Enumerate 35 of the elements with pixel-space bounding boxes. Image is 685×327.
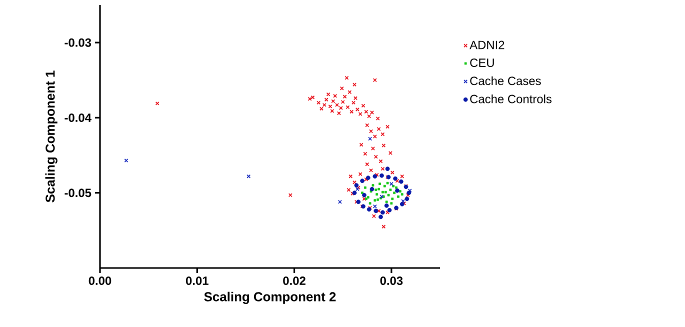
x-tick-label: 0.02 (283, 276, 306, 285)
y-tick-label: -0.04 (64, 113, 92, 122)
point (372, 204, 377, 208)
y-tick-label: -0.03 (64, 38, 92, 47)
x-tick-label: 0.03 (380, 276, 403, 285)
point (400, 202, 404, 206)
point (362, 192, 366, 198)
point (404, 196, 410, 202)
point (406, 190, 412, 196)
point (387, 208, 392, 212)
point (370, 186, 374, 192)
legend-label: ADNI2 (470, 40, 504, 50)
y-axis-title: Scaling Component 1 (45, 70, 58, 202)
point (378, 214, 383, 220)
point (380, 173, 384, 178)
x-tick-label: 0.00 (88, 276, 112, 285)
point (356, 200, 361, 204)
point (338, 200, 342, 204)
y-tick-label: -0.05 (64, 188, 92, 198)
point (384, 203, 389, 208)
point (395, 188, 400, 193)
point (385, 166, 390, 172)
x-axis-title: Scaling Component 2 (204, 292, 336, 304)
point (354, 183, 359, 188)
point (393, 176, 398, 181)
legend-label: Cache Controls (470, 94, 552, 104)
point (380, 210, 385, 215)
point (360, 178, 364, 184)
x-tick-label: 0.01 (186, 276, 208, 285)
point (246, 174, 251, 178)
point (389, 182, 394, 186)
point (398, 179, 404, 184)
legend-label: Cache Cases (470, 76, 541, 86)
point (374, 208, 378, 214)
legend-label: CEU (470, 58, 494, 68)
